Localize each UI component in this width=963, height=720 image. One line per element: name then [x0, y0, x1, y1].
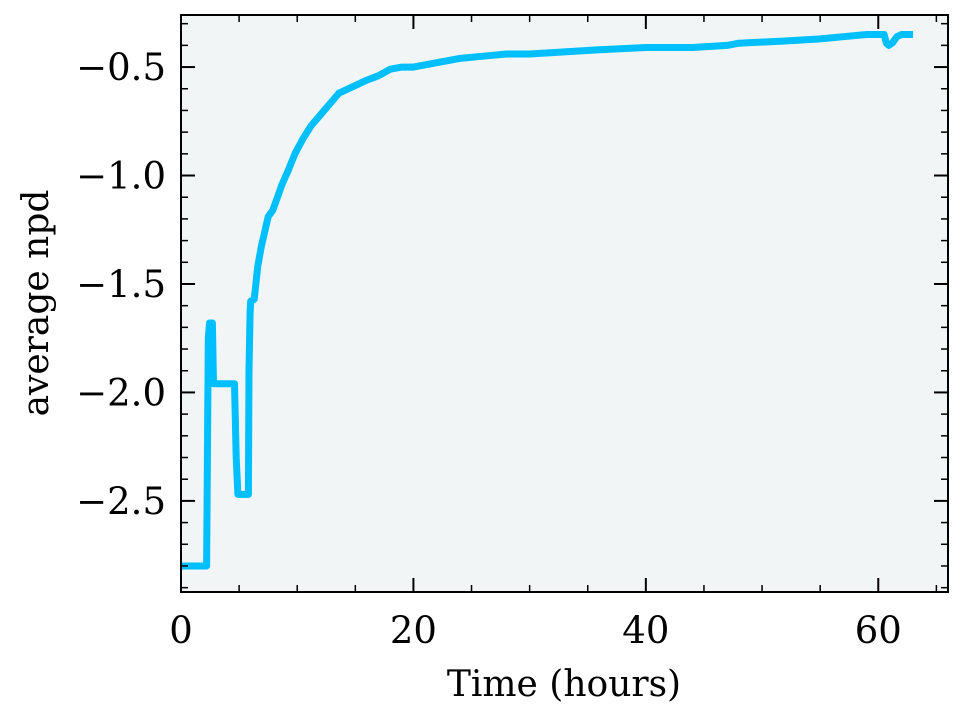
x-tick-label: 0	[169, 609, 193, 652]
y-tick-label: −0.5	[76, 46, 166, 89]
y-tick-label: −2.0	[76, 371, 166, 414]
plot-background	[181, 15, 948, 592]
x-tick-label: 20	[390, 609, 437, 652]
y-tick-labels: −0.5 −1.0 −1.5 −2.0 −2.5	[76, 46, 166, 523]
series-layer	[181, 31, 914, 570]
y-axis-title: average npd	[16, 190, 57, 417]
y-tick-label: −2.5	[76, 480, 166, 523]
plot-frame	[180, 14, 949, 593]
x-tick-label: 60	[855, 609, 902, 652]
series-line-0	[181, 31, 914, 570]
x-tick-labels: 0 20 40 60	[169, 609, 902, 652]
y-tick-label: −1.5	[76, 263, 166, 306]
x-tick-label: 40	[622, 609, 669, 652]
minor-tick-layer	[181, 15, 948, 592]
major-tick-layer	[180, 15, 948, 592]
x-axis-title: Time (hours)	[447, 664, 681, 705]
y-tick-label: −1.0	[76, 155, 166, 198]
